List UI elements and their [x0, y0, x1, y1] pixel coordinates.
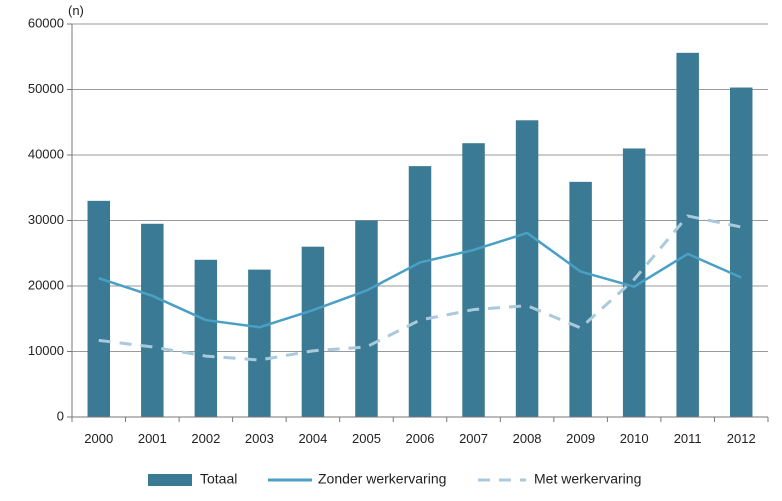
legend-swatch-totaal [148, 474, 192, 486]
x-tick-label: 2002 [191, 431, 220, 446]
legend-label: Zonder werkervaring [318, 471, 446, 487]
legend: Totaal Zonder werkervaring Met werkervarin… [148, 471, 641, 487]
x-tick-label: 2005 [352, 431, 381, 446]
bar-2007 [462, 143, 485, 417]
bar-2003 [248, 269, 271, 417]
y-unit-label: (n) [68, 3, 84, 18]
bar-2010 [622, 148, 646, 417]
x-tick-label: 2008 [513, 431, 542, 446]
bar-2001 [141, 223, 164, 417]
x-tick-label: 2004 [298, 431, 327, 446]
x-tick-label: 2010 [620, 431, 649, 446]
y-tick-label: 50000 [28, 81, 64, 96]
bar-2012 [729, 87, 753, 417]
bar-2009 [569, 181, 592, 417]
bar-2004 [301, 246, 325, 417]
lines [98, 214, 742, 362]
bar-2005 [355, 220, 378, 417]
bar-2006 [408, 166, 432, 417]
x-tick-label: 2006 [406, 431, 435, 446]
x-tick-label: 2012 [727, 431, 756, 446]
bar-2002 [194, 259, 218, 417]
y-tick-label: 10000 [28, 343, 64, 358]
y-tick-label: 0 [57, 408, 64, 423]
bar-2000 [87, 200, 111, 417]
x-tick-label: 2007 [459, 431, 488, 446]
x-tick-label: 2001 [138, 431, 167, 446]
y-tick-label: 60000 [28, 15, 64, 30]
legend-label: Totaal [200, 471, 237, 487]
y-tick-label: 40000 [28, 146, 64, 161]
x-tick-label: 2009 [566, 431, 595, 446]
bar-2008 [515, 120, 539, 417]
bar-2011 [676, 52, 699, 417]
y-tick-label: 20000 [28, 277, 64, 292]
x-tick-label: 2000 [84, 431, 113, 446]
y-tick-label: 30000 [28, 212, 64, 227]
x-tick-label: 2011 [674, 431, 702, 446]
axes: 0 10000 20000 30000 40000 50000 60000 2000 2001 2… [28, 15, 769, 446]
x-tick-label: 2003 [245, 431, 274, 446]
bars [87, 52, 753, 417]
legend-label: Met werkervaring [534, 471, 641, 487]
